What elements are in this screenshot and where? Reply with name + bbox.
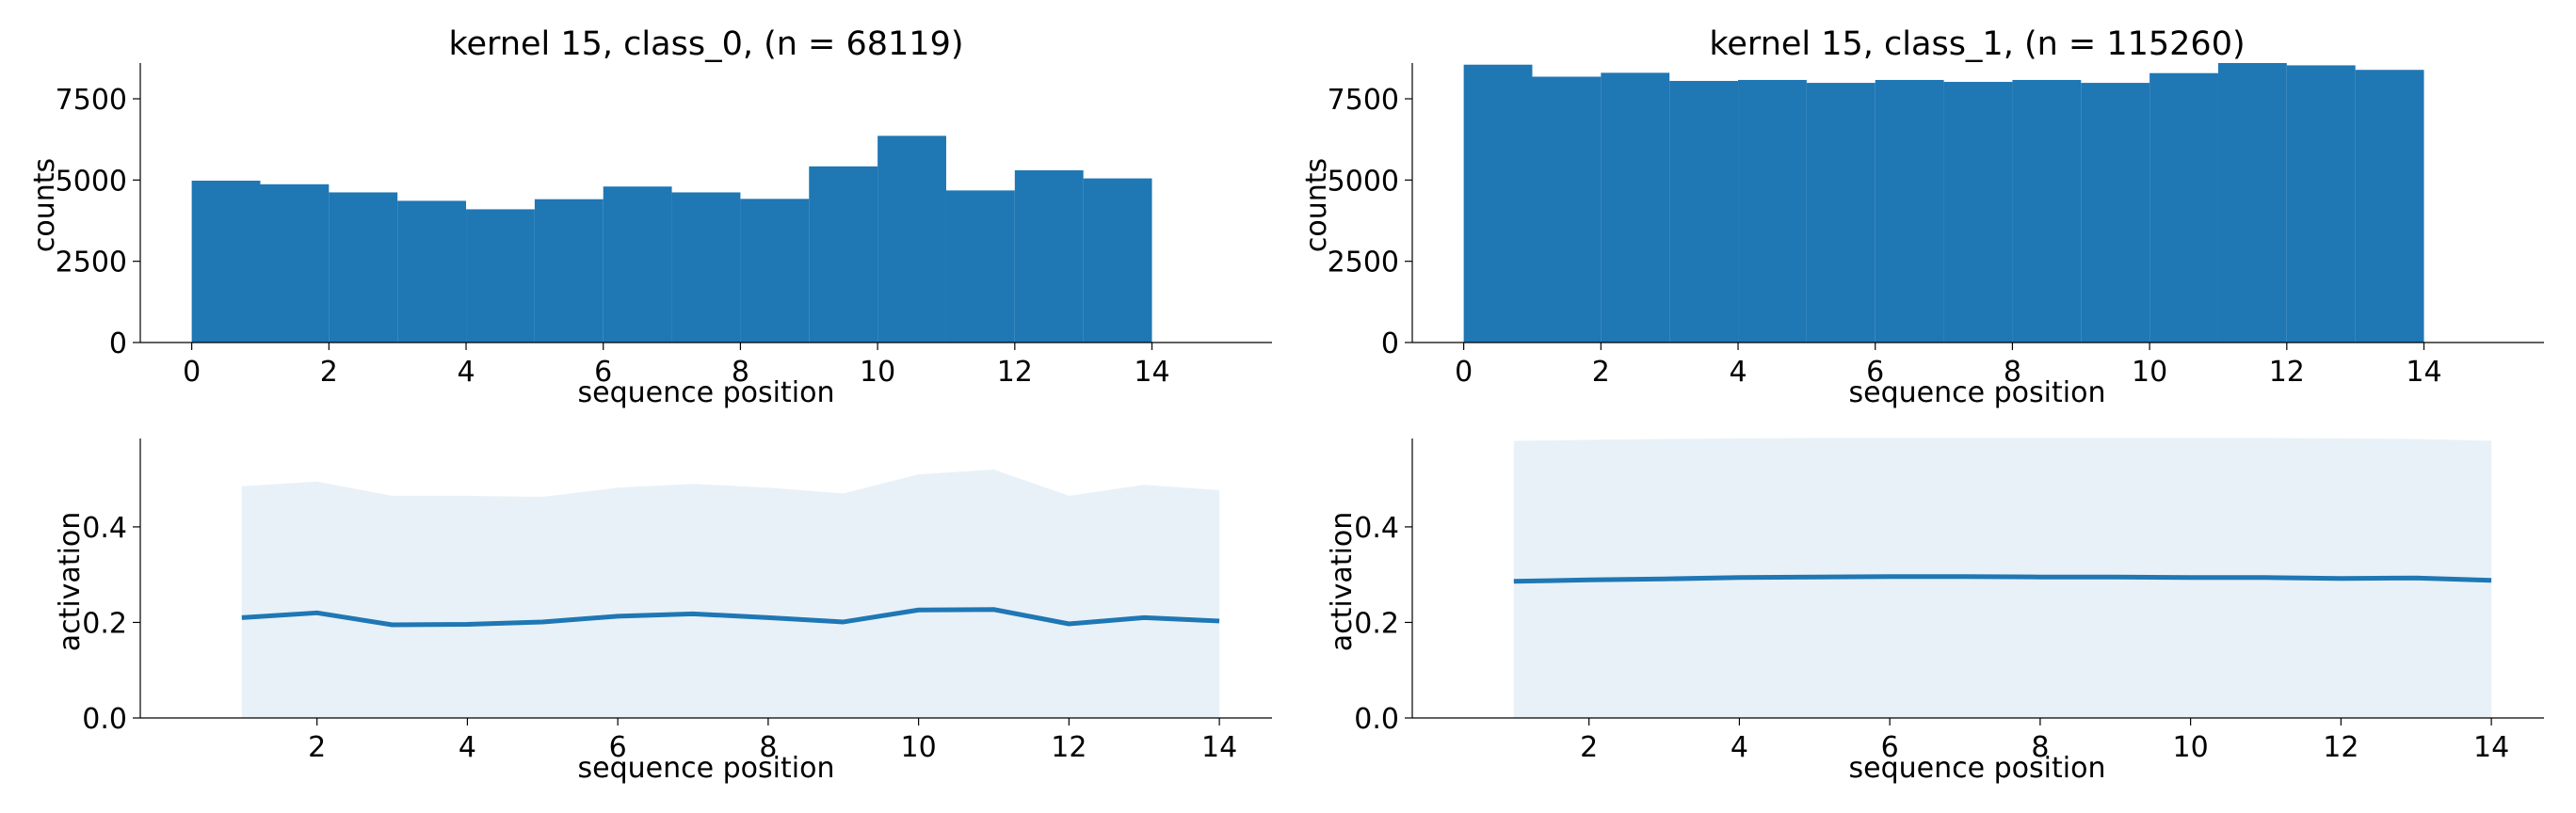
x-tick-label: 12 (2323, 731, 2359, 764)
y-tick-label: 2500 (1328, 247, 1399, 279)
x-tick-label: 4 (457, 356, 475, 389)
x-axis-label: sequence position (578, 376, 835, 409)
x-tick-label: 2 (308, 731, 326, 764)
x-tick-label: 14 (1201, 731, 1237, 764)
x-tick-label: 8 (2031, 731, 2049, 764)
panel-activation-class1: sequence position activation 2 4 6 8 10 12 14 0… (1326, 438, 2544, 785)
bar (1943, 82, 2013, 343)
bar (2355, 70, 2424, 343)
bars (1463, 63, 2424, 343)
bar (2012, 79, 2082, 343)
x-tick-label: 6 (1866, 356, 1884, 389)
axes: 2 4 6 8 10 12 14 0.0 0.2 0.4 (1354, 438, 2544, 764)
bar (1669, 80, 1739, 343)
bar (1532, 76, 1602, 343)
x-tick-label: 2 (1580, 731, 1598, 764)
y-tick-label: 0.0 (1354, 703, 1399, 736)
x-axis-label: sequence position (578, 752, 835, 785)
x-tick-label: 8 (732, 356, 749, 389)
x-tick-label: 10 (860, 356, 895, 389)
x-tick-label: 10 (901, 731, 937, 764)
y-tick-label: 2500 (56, 247, 127, 279)
bar (1463, 64, 1533, 343)
x-tick-label: 6 (1881, 731, 1899, 764)
activation-series (1513, 438, 2492, 718)
x-tick-label: 8 (2004, 356, 2021, 389)
axes: 0 2 4 6 8 10 12 14 0 2500 5000 7500 (1328, 63, 2544, 389)
x-tick-label: 4 (459, 731, 476, 764)
x-tick-label: 2 (320, 356, 338, 389)
y-tick-label: 0 (1381, 327, 1399, 360)
axes: 2 4 6 8 10 12 14 0.0 0.2 0.4 (82, 438, 1272, 764)
bar (1875, 79, 1944, 343)
x-tick-label: 4 (1729, 356, 1747, 389)
bars (191, 136, 1152, 343)
bar (397, 200, 467, 343)
chart-title: kernel 15, class_0, (n = 68119) (449, 25, 964, 63)
y-tick-label: 0.0 (82, 703, 127, 736)
y-tick-label: 5000 (56, 165, 127, 198)
y-tick-label: 0.4 (1354, 512, 1399, 545)
bar (2081, 83, 2150, 343)
bar (603, 186, 672, 343)
y-tick-label: 0.4 (82, 512, 127, 545)
panel-hist-class1: kernel 15, class_1, (n = 115260) sequenc… (1300, 25, 2544, 409)
y-tick-label: 0 (109, 327, 127, 360)
bar (1083, 178, 1152, 343)
bar (2217, 63, 2287, 343)
x-tick-label: 0 (1455, 356, 1473, 389)
bar (466, 209, 535, 343)
y-axis-label: activation (1326, 512, 1359, 652)
mean-activation-line (241, 607, 1220, 628)
y-axis-label: activation (54, 512, 87, 652)
y-tick-label: 0.2 (82, 607, 127, 640)
x-axis-label: sequence position (1849, 752, 2106, 785)
x-axis-label: sequence position (1849, 376, 2106, 409)
y-tick-label: 0.2 (1354, 607, 1399, 640)
bar (2286, 65, 2356, 343)
bar (1014, 169, 1084, 343)
bar (740, 199, 810, 343)
bar (2149, 72, 2218, 343)
bar (534, 199, 604, 343)
y-tick-label: 5000 (1328, 165, 1399, 198)
bar (191, 181, 261, 343)
y-axis-label: counts (28, 158, 61, 252)
bar (260, 183, 330, 343)
x-tick-label: 12 (2269, 356, 2305, 389)
y-axis-label: counts (1300, 158, 1333, 252)
x-tick-label: 12 (1051, 731, 1087, 764)
bar (877, 136, 946, 343)
activation-band (241, 470, 1220, 718)
x-tick-label: 14 (1134, 356, 1169, 389)
x-tick-label: 6 (609, 731, 627, 764)
x-tick-label: 10 (2132, 356, 2167, 389)
bar (945, 190, 1015, 343)
bar (1738, 79, 1807, 343)
x-tick-label: 14 (2406, 356, 2441, 389)
x-tick-label: 14 (2473, 731, 2509, 764)
x-tick-label: 6 (594, 356, 612, 389)
mean-activation-line (1513, 574, 2492, 584)
x-tick-label: 10 (2173, 731, 2209, 764)
activation-series (241, 470, 1220, 718)
x-tick-label: 8 (759, 731, 777, 764)
y-tick-label: 7500 (1328, 84, 1399, 117)
chart-title: kernel 15, class_1, (n = 115260) (1709, 25, 2245, 63)
axes: 0 2 4 6 8 10 12 14 0 2500 5000 7500 (56, 63, 1272, 389)
bar (1601, 72, 1670, 343)
x-tick-label: 2 (1592, 356, 1610, 389)
bar (329, 192, 398, 343)
bar (1806, 83, 1876, 343)
bar (671, 192, 741, 343)
bar (809, 166, 878, 343)
x-tick-label: 4 (1731, 731, 1748, 764)
y-tick-label: 7500 (56, 84, 127, 117)
x-tick-label: 0 (183, 356, 201, 389)
panel-hist-class0: kernel 15, class_0, (n = 68119) sequence… (28, 25, 1272, 409)
panel-activation-class0: sequence position activation 2 4 6 8 10 12 14 0… (54, 438, 1272, 785)
x-tick-label: 12 (997, 356, 1033, 389)
